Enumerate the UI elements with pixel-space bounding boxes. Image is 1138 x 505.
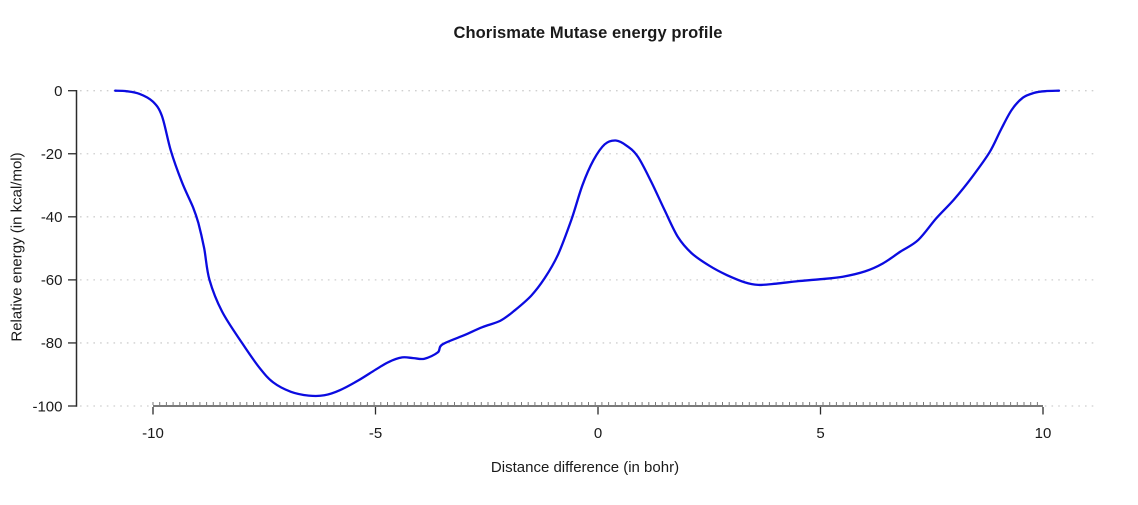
- y-tick-label: -80: [41, 335, 63, 352]
- y-tick-label: 0: [54, 83, 62, 100]
- y-tick-label: -20: [41, 146, 63, 163]
- y-tick-label: -100: [32, 398, 62, 415]
- y-tick-label: -60: [41, 272, 63, 289]
- chart-title: Chorismate Mutase energy profile: [453, 24, 723, 42]
- x-tick-label: -10: [142, 425, 164, 442]
- x-tick-label: -5: [369, 425, 382, 442]
- y-tick-label: -40: [41, 209, 63, 226]
- x-tick-label: 10: [1035, 425, 1052, 442]
- x-axis-title: Distance difference (in bohr): [490, 459, 680, 476]
- x-tick-label: 5: [816, 425, 824, 442]
- energy-curve: [114, 89, 1061, 398]
- x-tick-label: 0: [594, 425, 602, 442]
